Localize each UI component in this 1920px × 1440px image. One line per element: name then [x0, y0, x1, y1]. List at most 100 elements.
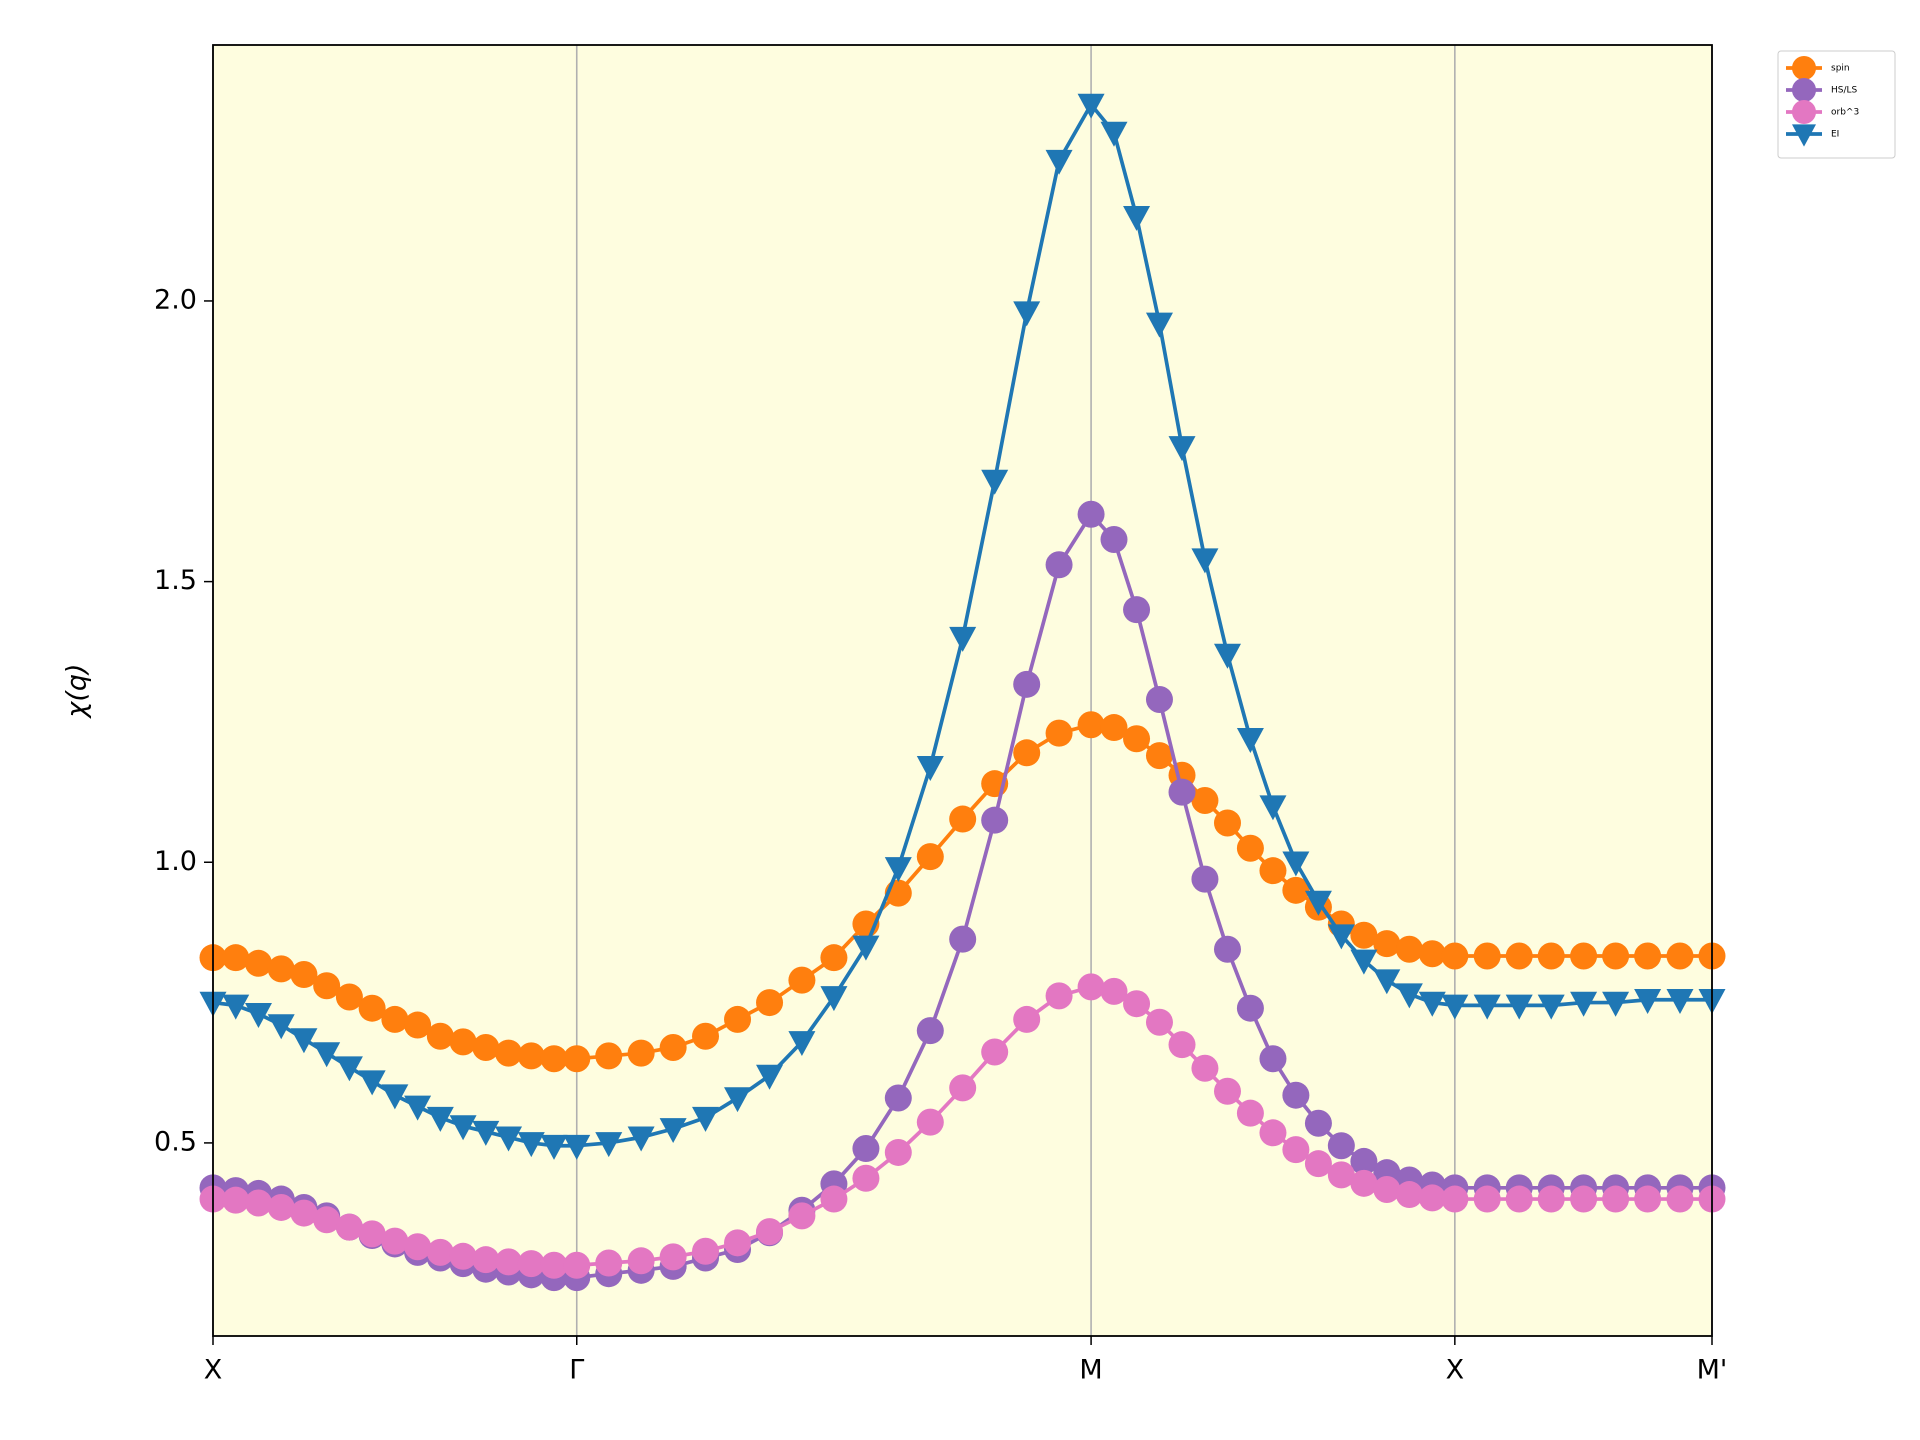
data-point [852, 1135, 880, 1163]
data-point [627, 1247, 655, 1275]
y-tick-label: 1.0 [154, 846, 197, 877]
data-point [756, 1218, 784, 1246]
data-point [1236, 1099, 1264, 1127]
data-point [381, 1227, 409, 1255]
data-point [1418, 940, 1446, 968]
data-point [1602, 942, 1630, 970]
data-point [1013, 301, 1041, 327]
x-tick-label: X [204, 1355, 223, 1386]
data-point [335, 1213, 363, 1241]
data-point [540, 1045, 568, 1073]
data-point [290, 961, 318, 989]
data-point [495, 1126, 523, 1152]
legend-label: EI [1831, 130, 1839, 140]
data-point [1373, 969, 1401, 995]
data-point [949, 925, 977, 953]
data-point [563, 1045, 591, 1073]
data-point [756, 989, 784, 1017]
data-point [1570, 942, 1598, 970]
data-point [820, 944, 848, 972]
data-point [1123, 990, 1151, 1018]
data-point [540, 1251, 568, 1279]
data-point [358, 994, 386, 1022]
legend-marker [1792, 100, 1816, 124]
data-point [1634, 988, 1662, 1014]
x-tick-label: X [1446, 1355, 1465, 1386]
data-point [495, 1039, 523, 1067]
data-point [627, 1126, 655, 1152]
data-point [358, 1220, 386, 1248]
data-point [540, 1134, 568, 1160]
data-point [1013, 739, 1041, 767]
data-point [916, 756, 944, 782]
data-point [404, 1011, 432, 1039]
data-point [820, 986, 848, 1012]
plot-frame [212, 44, 1713, 1337]
data-point [517, 1250, 545, 1278]
data-point [495, 1248, 523, 1276]
data-point [1350, 1147, 1378, 1175]
data-point [1395, 935, 1423, 963]
data-point [949, 626, 977, 652]
data-point [884, 1138, 912, 1166]
data-point [1191, 548, 1219, 574]
data-point [724, 1229, 752, 1257]
data-point [1236, 727, 1264, 753]
data-point [1304, 1109, 1332, 1137]
data-point [627, 1039, 655, 1067]
data-point [1259, 1119, 1287, 1147]
data-point [1123, 725, 1151, 753]
legend-marker [1792, 124, 1816, 147]
data-point [449, 1242, 477, 1270]
data-point [884, 1084, 912, 1112]
data-point [1236, 834, 1264, 862]
data-point [1259, 1045, 1287, 1073]
data-point [595, 1249, 623, 1277]
data-point [1418, 991, 1446, 1017]
x-tick-label: M' [1697, 1355, 1728, 1386]
data-point [222, 944, 250, 972]
data-point [1168, 778, 1196, 806]
data-point [1077, 973, 1105, 1001]
data-point [1045, 149, 1073, 175]
data-point [1100, 526, 1128, 554]
legend-marker [1792, 56, 1816, 80]
y-axis-label: χ(q) [62, 663, 93, 719]
data-point [981, 806, 1009, 834]
data-point [472, 1033, 500, 1061]
data-point [916, 1108, 944, 1136]
data-point [335, 1056, 363, 1082]
data-point [1145, 685, 1173, 713]
data-point [1327, 924, 1355, 950]
legend-label: spin [1831, 64, 1850, 74]
data-point [449, 1115, 477, 1141]
data-point [1395, 1181, 1423, 1209]
data-point [1100, 714, 1128, 742]
data-point [1077, 93, 1105, 119]
data-point [692, 1022, 720, 1050]
data-point [1634, 942, 1662, 970]
data-point [244, 1189, 272, 1217]
data-point [267, 1014, 295, 1040]
data-point [517, 1132, 545, 1158]
data-point [267, 1193, 295, 1221]
data-point [1304, 890, 1332, 916]
data-point [1213, 643, 1241, 669]
data-point [244, 1003, 272, 1028]
data-point [884, 857, 912, 883]
data-point [1441, 942, 1469, 970]
legend-label: HS/LS [1831, 86, 1858, 96]
data-point [1570, 991, 1598, 1017]
x-tick-label: Γ [569, 1355, 584, 1386]
data-point [1327, 1161, 1355, 1189]
data-point [692, 1106, 720, 1132]
data-point [1537, 994, 1565, 1020]
data-point [820, 1185, 848, 1213]
data-point [1350, 921, 1378, 949]
data-point [1145, 312, 1173, 338]
x-tick-label: M [1079, 1355, 1102, 1386]
data-point [1123, 596, 1151, 624]
data-point [981, 469, 1009, 495]
data-point [1077, 711, 1105, 739]
